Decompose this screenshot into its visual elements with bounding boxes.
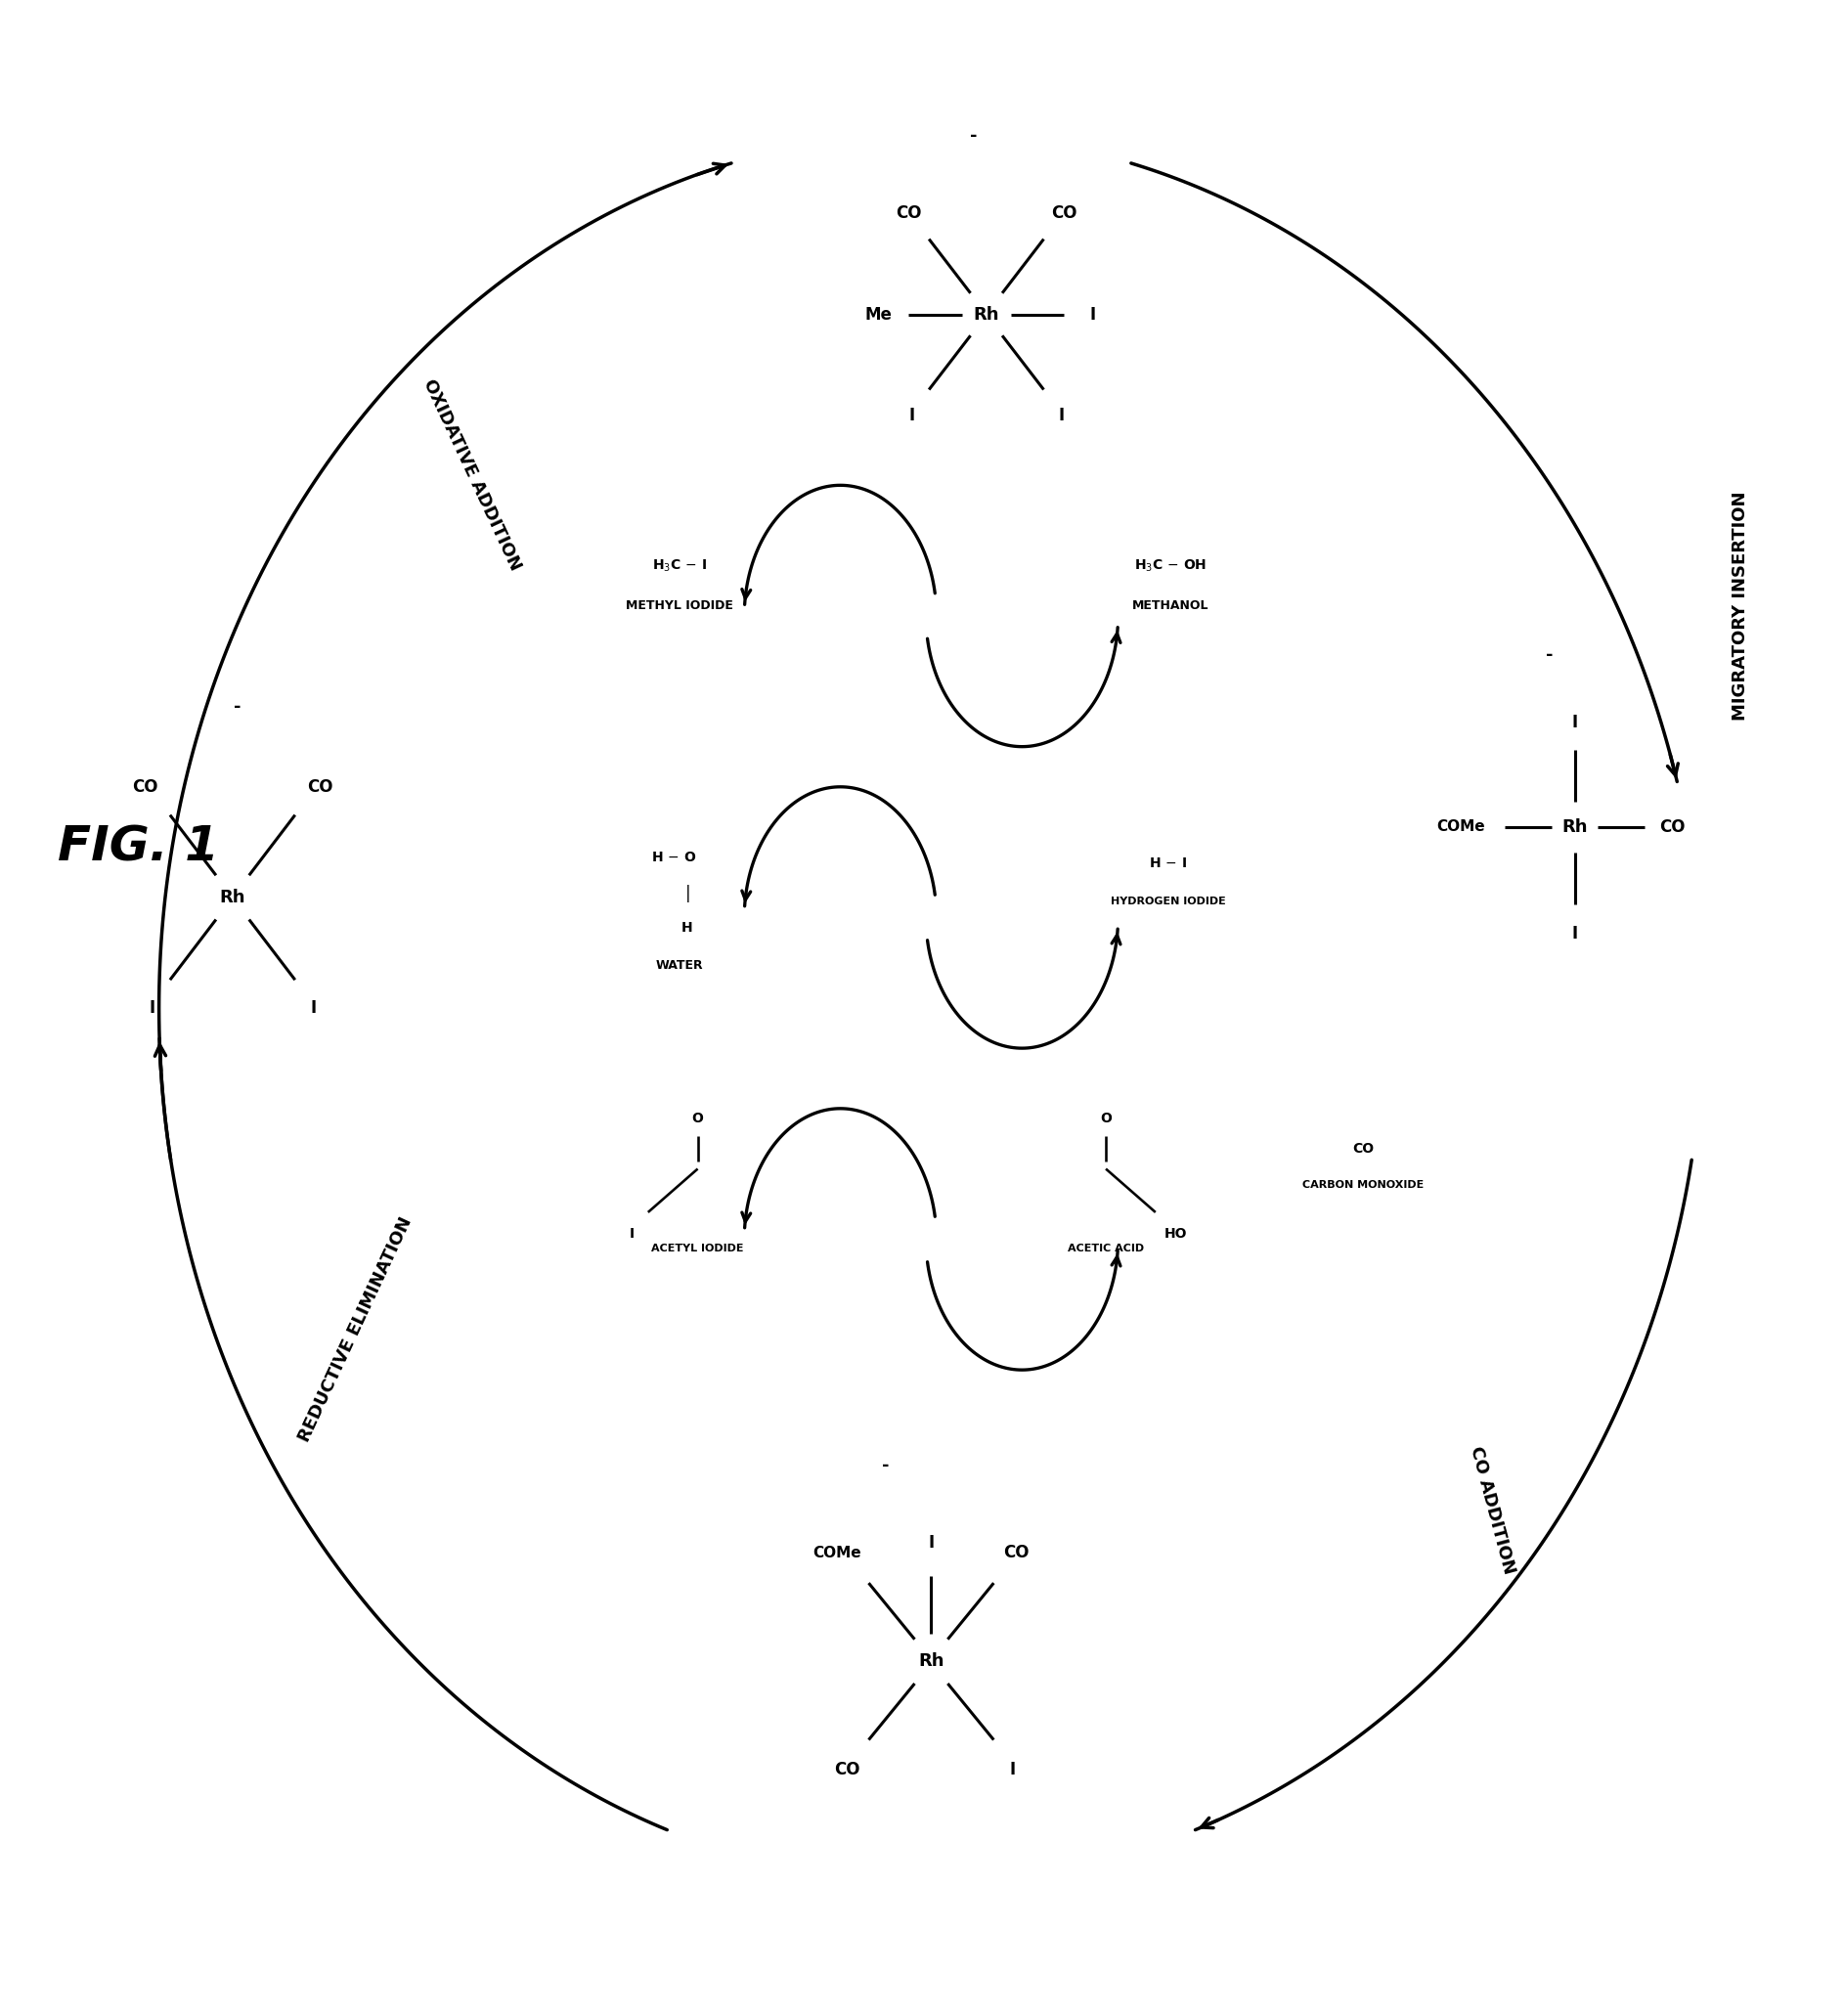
Text: I: I [1571, 714, 1578, 732]
Text: H$\,-\,$O: H$\,-\,$O [651, 851, 697, 865]
Text: -: - [1547, 647, 1553, 663]
Text: METHYL IODIDE: METHYL IODIDE [625, 599, 734, 613]
Text: ACETYL IODIDE: ACETYL IODIDE [651, 1244, 743, 1254]
Text: CO: CO [1660, 818, 1685, 837]
Text: HO: HO [1164, 1228, 1188, 1240]
Text: CO: CO [133, 778, 159, 796]
Text: H$\,-\,$I: H$\,-\,$I [1149, 857, 1188, 871]
Text: CO: CO [833, 1762, 859, 1778]
Text: Rh: Rh [974, 306, 999, 323]
Text: CARBON MONOXIDE: CARBON MONOXIDE [1302, 1179, 1424, 1189]
Text: HYDROGEN IODIDE: HYDROGEN IODIDE [1110, 897, 1226, 907]
Text: I: I [928, 1534, 935, 1552]
Text: O: O [1101, 1111, 1112, 1125]
Text: -: - [881, 1458, 889, 1474]
Text: CO: CO [306, 778, 332, 796]
Text: Rh: Rh [918, 1653, 944, 1669]
Text: I: I [909, 407, 915, 425]
Text: CO: CO [1051, 204, 1077, 222]
Text: METHANOL: METHANOL [1132, 599, 1208, 613]
Text: I: I [1571, 925, 1578, 943]
Text: H$_3$C$\,-\,$OH: H$_3$C$\,-\,$OH [1134, 558, 1206, 575]
Text: I: I [1009, 1762, 1014, 1778]
Text: O: O [692, 1111, 704, 1125]
Text: ACETIC ACID: ACETIC ACID [1068, 1244, 1143, 1254]
Text: I: I [149, 1000, 155, 1016]
Text: Rh: Rh [219, 889, 245, 907]
Text: Rh: Rh [1562, 818, 1588, 837]
Text: OXIDATIVE ADDITION: OXIDATIVE ADDITION [419, 377, 524, 575]
Text: CO: CO [1352, 1141, 1374, 1155]
Text: -: - [234, 698, 242, 716]
Text: I: I [629, 1228, 634, 1240]
Text: Me: Me [865, 306, 892, 323]
Text: CO: CO [896, 204, 922, 222]
Text: CO: CO [1003, 1544, 1029, 1562]
Text: COMe: COMe [813, 1546, 861, 1560]
Text: COMe: COMe [1436, 821, 1484, 835]
Text: I: I [310, 1000, 317, 1016]
Text: WATER: WATER [655, 960, 703, 972]
Text: MIGRATORY INSERTION: MIGRATORY INSERTION [1732, 492, 1748, 720]
Text: REDUCTIVE ELIMINATION: REDUCTIVE ELIMINATION [295, 1214, 415, 1445]
Text: -: - [970, 127, 977, 145]
Text: $|$: $|$ [684, 883, 690, 903]
Text: I: I [1090, 306, 1095, 323]
Text: CO ADDITION: CO ADDITION [1466, 1445, 1518, 1577]
Text: I: I [1058, 407, 1064, 425]
Text: H$_3$C$\,-\,$I: H$_3$C$\,-\,$I [653, 558, 706, 575]
Text: H: H [680, 921, 692, 935]
Text: FIG. 1: FIG. 1 [57, 825, 219, 871]
